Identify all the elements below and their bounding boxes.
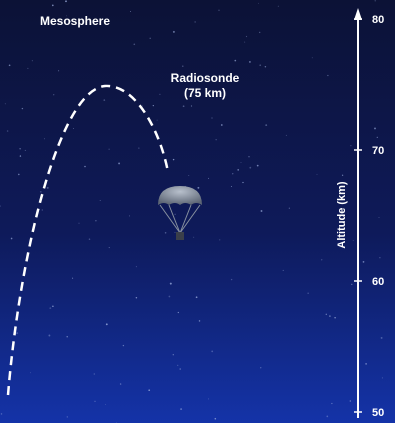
region-label: Mesosphere [40, 14, 110, 28]
tick-label: 80 [372, 14, 384, 26]
tick-label: 70 [372, 145, 384, 157]
diagram: Mesosphere Radiosonde (75 km) Altitude (… [0, 0, 395, 423]
axis-label: Altitude (km) [336, 181, 348, 249]
tick-label: 60 [372, 276, 384, 288]
annotation-subtitle: (75 km) [184, 86, 226, 100]
tick-label: 50 [372, 407, 384, 419]
annotation-title: Radiosonde [171, 71, 240, 85]
